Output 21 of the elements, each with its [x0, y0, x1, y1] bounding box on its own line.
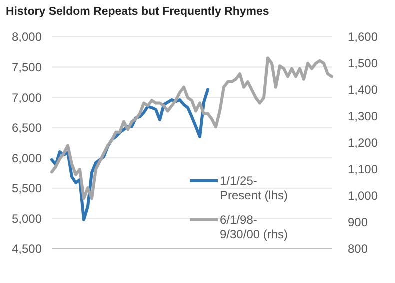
- y-tick-label: 8,000: [12, 30, 42, 44]
- y-tick-label: 5,000: [12, 212, 42, 226]
- y-tick-label: 4,500: [12, 242, 42, 256]
- y2-tick-label: 1,200: [348, 136, 378, 150]
- y-tick-label: 6,500: [12, 121, 42, 136]
- y-tick-label: 7,000: [12, 90, 42, 105]
- line-series: [50, 56, 334, 200]
- chart-title: History Seldom Repeats but Frequently Rhymes: [6, 6, 270, 18]
- legend-label: 1/1/25-Present (lhs): [220, 174, 288, 203]
- legend-label: 6/1/98-9/30/00 (rhs): [220, 213, 288, 242]
- y-tick-label: 6,000: [12, 151, 42, 166]
- y2-tick-label: 800: [348, 242, 368, 256]
- y-tick-label: 5,500: [12, 182, 42, 196]
- y-tick-label: 7,500: [12, 60, 42, 74]
- y2-tick-label: 1,500: [348, 56, 378, 71]
- y2-tick-label: 1,300: [348, 110, 378, 124]
- y2-tick-label: 900: [348, 216, 368, 230]
- y2-tick-label: 1,400: [348, 83, 378, 98]
- y2-tick-label: 1,000: [348, 189, 378, 204]
- y2-tick-label: 1,100: [348, 162, 378, 177]
- y2-tick-label: 1,600: [348, 30, 378, 44]
